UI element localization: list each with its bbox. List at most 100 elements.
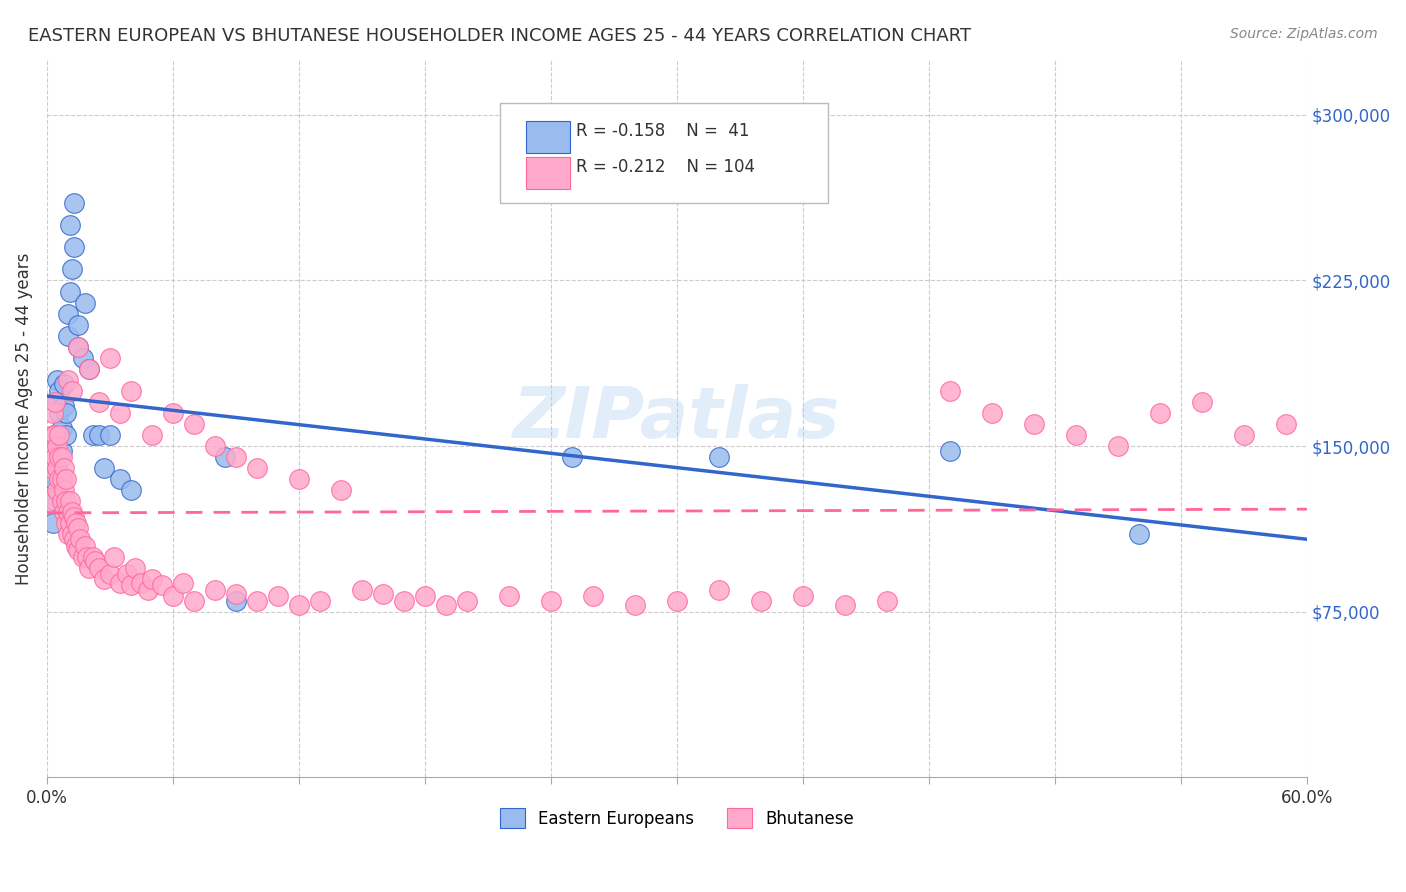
Eastern Europeans (73, 295, 96, 310)
Bhutanese (51, 472, 73, 486)
Eastern Europeans (67, 318, 90, 332)
Eastern Europeans (44, 428, 66, 442)
Eastern Europeans (63, 240, 86, 254)
Bhutanese (60, 384, 83, 398)
Bhutanese (46, 461, 69, 475)
Bhutanese (82, 549, 104, 564)
Eastern Europeans (120, 483, 142, 498)
Bhutanese (288, 472, 311, 486)
Bhutanese (52, 483, 75, 498)
Bhutanese (1275, 417, 1298, 431)
Bhutanese (707, 582, 730, 597)
Eastern Europeans (225, 593, 247, 607)
Eastern Europeans (72, 351, 94, 365)
Bhutanese (665, 593, 688, 607)
Bhutanese (46, 439, 69, 453)
Bhutanese (939, 384, 962, 398)
Eastern Europeans (44, 494, 66, 508)
Bhutanese (183, 417, 205, 431)
Bhutanese (225, 587, 247, 601)
Bhutanese (38, 494, 60, 508)
Bhutanese (1064, 428, 1087, 442)
Eastern Europeans (55, 406, 77, 420)
Bhutanese (67, 340, 90, 354)
FancyBboxPatch shape (526, 156, 569, 189)
Bhutanese (44, 395, 66, 409)
Eastern Europeans (55, 428, 77, 442)
Bhutanese (39, 439, 62, 453)
Bhutanese (162, 406, 184, 420)
Bhutanese (1022, 417, 1045, 431)
Bhutanese (1149, 406, 1171, 420)
Bhutanese (150, 578, 173, 592)
FancyBboxPatch shape (526, 120, 569, 153)
Eastern Europeans (1128, 527, 1150, 541)
Bhutanese (1191, 395, 1213, 409)
Bhutanese (89, 395, 111, 409)
Bhutanese (73, 539, 96, 553)
Bhutanese (350, 582, 373, 597)
Bhutanese (46, 483, 69, 498)
Bhutanese (434, 598, 457, 612)
Bhutanese (225, 450, 247, 465)
Y-axis label: Householder Income Ages 25 - 44 years: Householder Income Ages 25 - 44 years (15, 252, 32, 585)
Bhutanese (65, 539, 87, 553)
Eastern Europeans (561, 450, 583, 465)
Bhutanese (60, 505, 83, 519)
Bhutanese (77, 361, 100, 376)
Eastern Europeans (56, 307, 79, 321)
Text: Source: ZipAtlas.com: Source: ZipAtlas.com (1230, 27, 1378, 41)
Bhutanese (51, 450, 73, 465)
Eastern Europeans (51, 421, 73, 435)
Bhutanese (136, 582, 159, 597)
Bhutanese (77, 560, 100, 574)
Eastern Europeans (60, 262, 83, 277)
Text: R = -0.212    N = 104: R = -0.212 N = 104 (576, 158, 755, 177)
Bhutanese (1107, 439, 1129, 453)
Bhutanese (309, 593, 332, 607)
Bhutanese (39, 461, 62, 475)
Eastern Europeans (98, 428, 121, 442)
Bhutanese (48, 428, 70, 442)
Bhutanese (48, 450, 70, 465)
Bhutanese (89, 560, 111, 574)
Bhutanese (120, 384, 142, 398)
Bhutanese (267, 590, 290, 604)
Eastern Europeans (67, 340, 90, 354)
Bhutanese (172, 576, 194, 591)
Bhutanese (42, 406, 65, 420)
Text: R = -0.158    N =  41: R = -0.158 N = 41 (576, 122, 749, 140)
Eastern Europeans (46, 395, 69, 409)
Eastern Europeans (77, 361, 100, 376)
Bhutanese (63, 509, 86, 524)
Bhutanese (246, 593, 269, 607)
Bhutanese (141, 572, 163, 586)
Eastern Europeans (52, 377, 75, 392)
Bhutanese (120, 578, 142, 592)
Bhutanese (392, 593, 415, 607)
Bhutanese (498, 590, 520, 604)
Eastern Europeans (56, 328, 79, 343)
Bhutanese (65, 516, 87, 531)
Eastern Europeans (42, 472, 65, 486)
Eastern Europeans (39, 483, 62, 498)
Bhutanese (60, 527, 83, 541)
Bhutanese (371, 587, 394, 601)
Eastern Europeans (214, 450, 236, 465)
Bhutanese (115, 567, 138, 582)
Bhutanese (110, 576, 132, 591)
Bhutanese (56, 505, 79, 519)
Bhutanese (329, 483, 352, 498)
Bhutanese (72, 549, 94, 564)
Eastern Europeans (48, 450, 70, 465)
Bhutanese (98, 351, 121, 365)
Bhutanese (42, 428, 65, 442)
Bhutanese (55, 494, 77, 508)
Bhutanese (55, 472, 77, 486)
Bhutanese (1233, 428, 1256, 442)
Bhutanese (876, 593, 898, 607)
Bhutanese (59, 494, 82, 508)
Eastern Europeans (59, 285, 82, 299)
Bhutanese (162, 590, 184, 604)
Bhutanese (52, 505, 75, 519)
